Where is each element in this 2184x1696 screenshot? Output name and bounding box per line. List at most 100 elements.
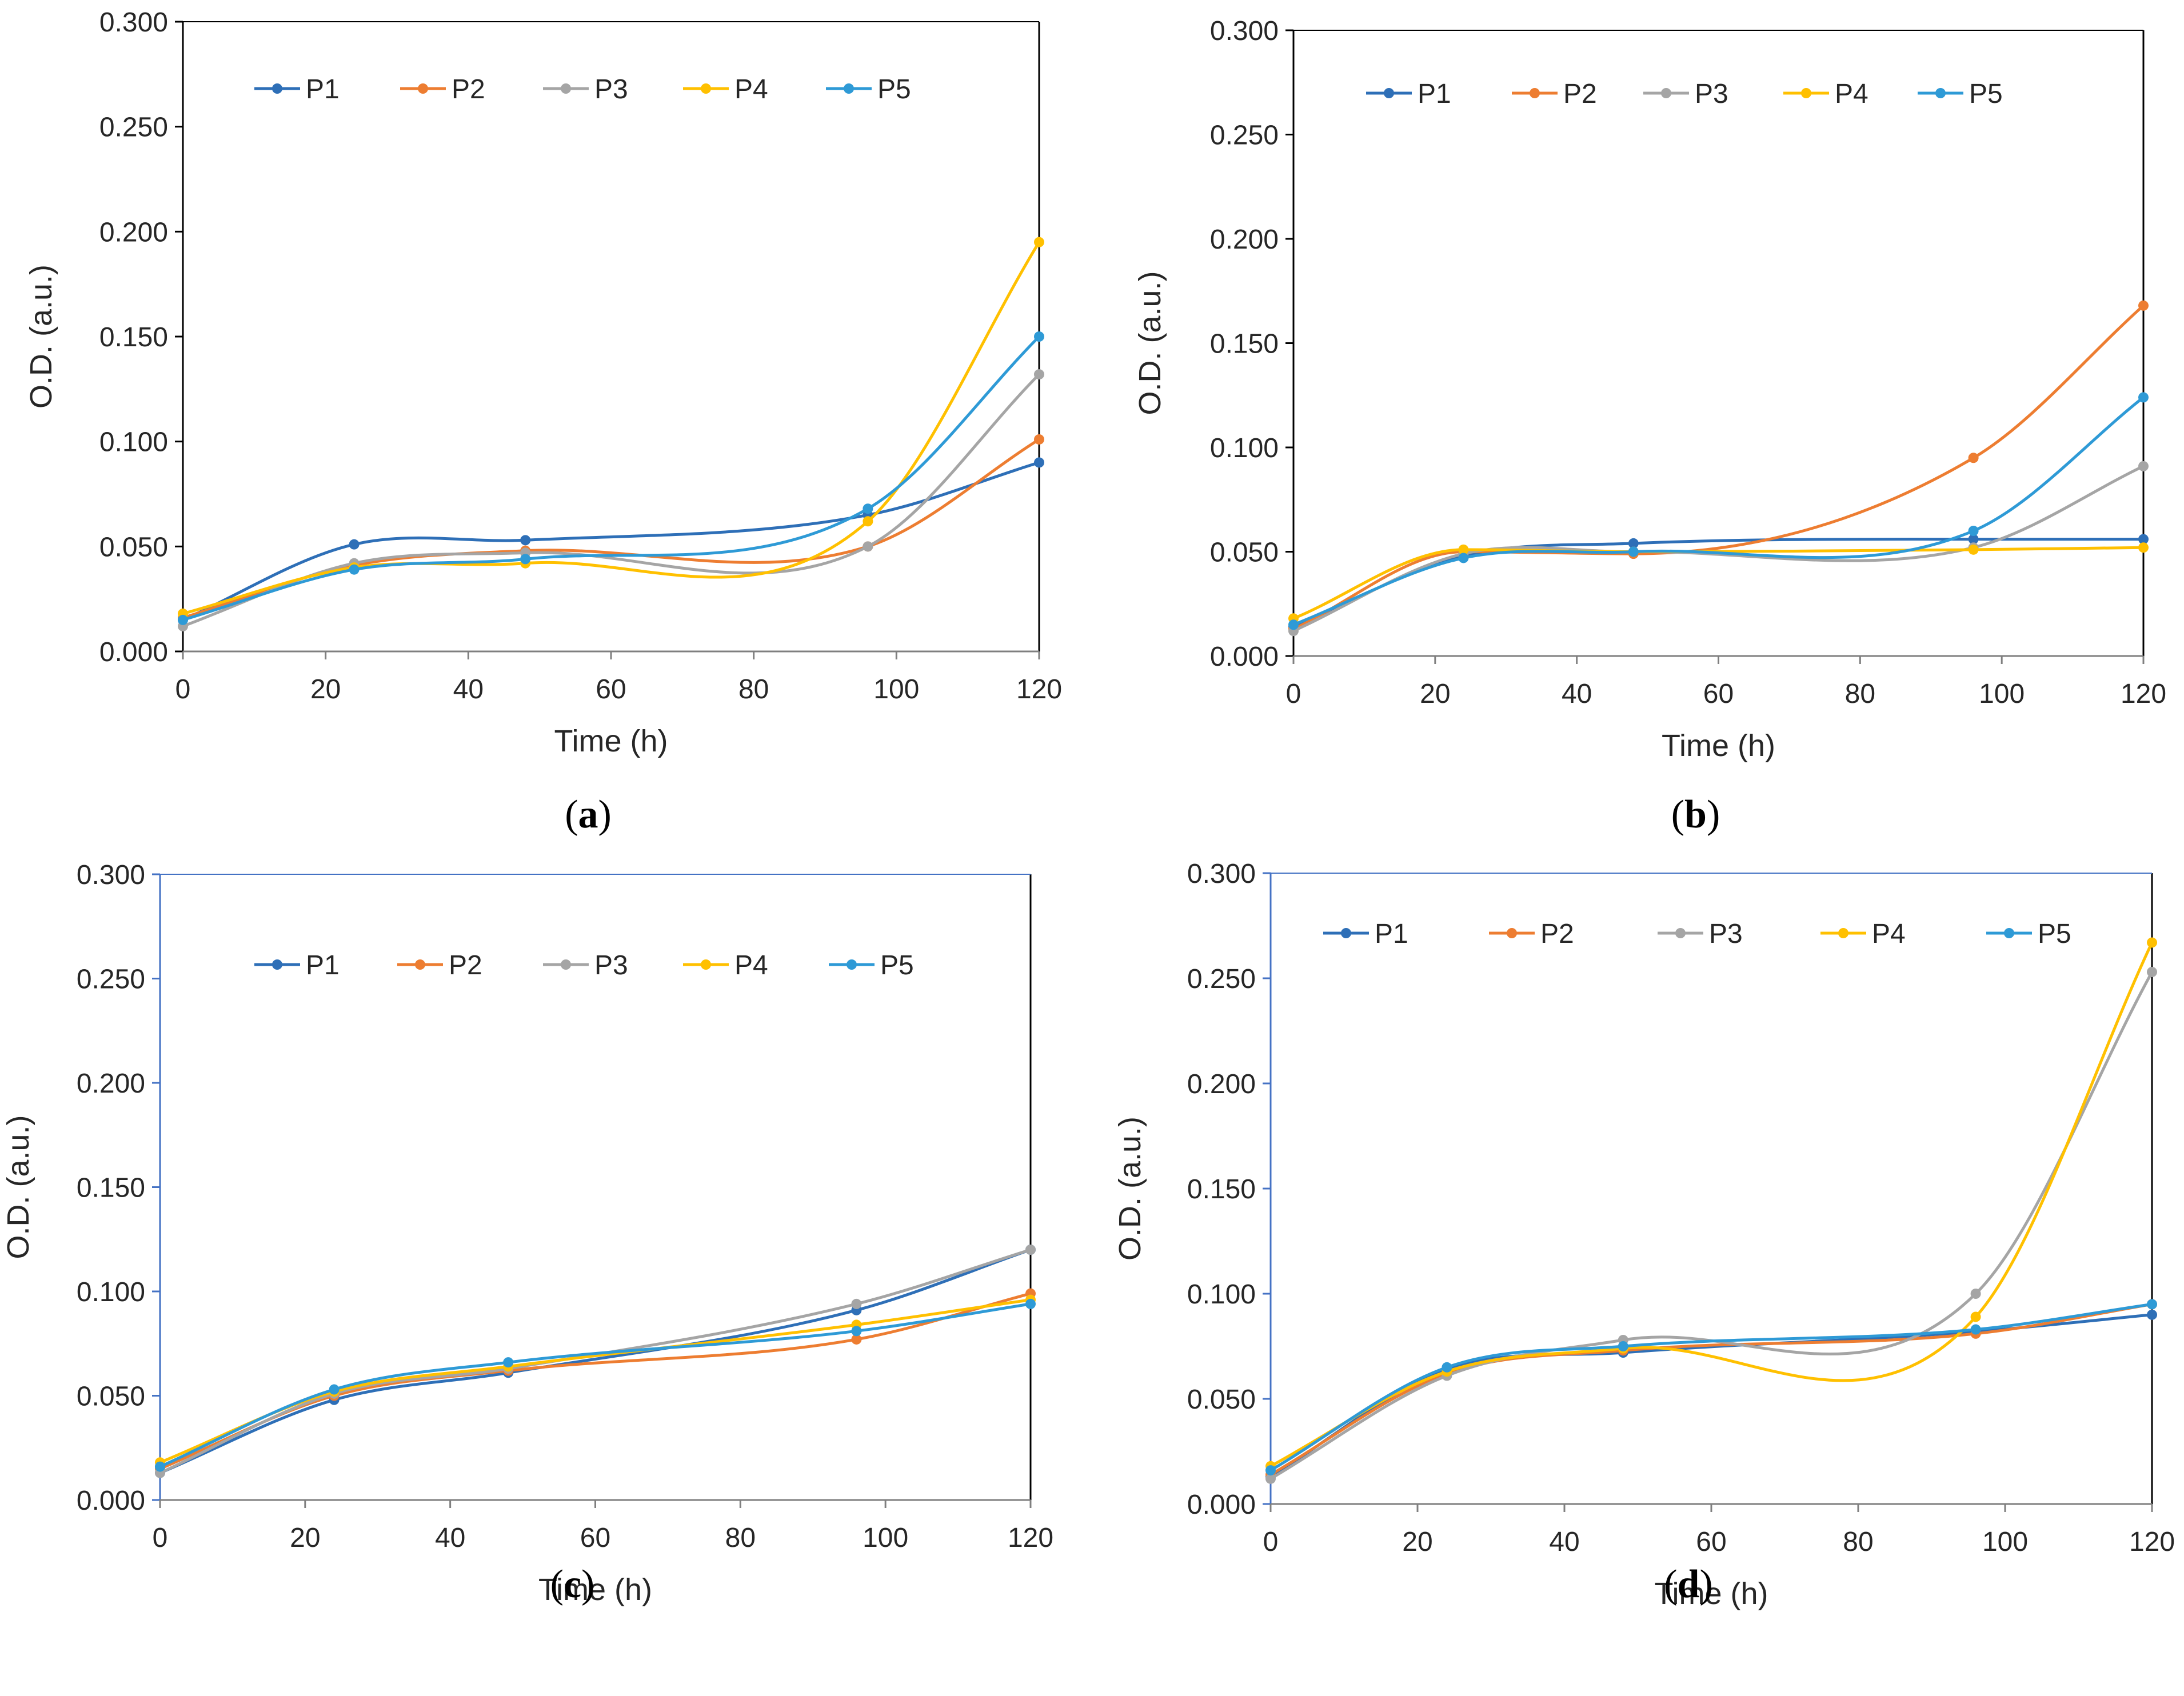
data-point-p2 <box>1968 453 1979 463</box>
y-tick-label: 0.300 <box>99 7 168 38</box>
y-tick-label: 0.300 <box>77 860 145 890</box>
legend-item-p3: P3 <box>1643 79 1728 109</box>
data-point-p1 <box>1968 534 1979 545</box>
legend-swatch-marker <box>1935 88 1946 98</box>
panel-label-close: ) <box>598 793 612 837</box>
x-axis-title: Time (h) <box>1662 729 1775 763</box>
series-line-p2 <box>1292 304 2145 630</box>
y-tick-label: 0.200 <box>1210 225 1279 255</box>
x-tick-label: 100 <box>873 674 919 705</box>
legend-swatch-marker <box>2004 928 2014 938</box>
data-point-p4 <box>1968 544 1979 555</box>
x-tick-label: 20 <box>1420 679 1450 709</box>
legend-item-p2: P2 <box>1512 79 1597 109</box>
legend-item-p1: P1 <box>1323 919 1408 949</box>
y-tick-label: 0.200 <box>77 1069 145 1099</box>
series-line-p3 <box>158 1248 1032 1475</box>
series-line-p5 <box>1269 1302 2154 1472</box>
data-point-p5 <box>1618 1341 1628 1351</box>
legend-swatch-marker <box>1661 88 1671 98</box>
legend-swatch-marker <box>561 83 571 94</box>
legend-label: P1 <box>306 74 340 105</box>
x-tick-label: 60 <box>1696 1527 1726 1557</box>
y-tick-label: 0.100 <box>77 1277 145 1307</box>
series-line-p5 <box>181 335 1041 622</box>
legend-swatch-marker <box>701 959 711 970</box>
y-tick-label: 0.000 <box>1187 1490 1256 1520</box>
y-tick-label: 0.000 <box>1210 642 1279 672</box>
legend-label: P1 <box>306 950 340 981</box>
panel-label-close: ) <box>1707 793 1720 837</box>
x-tick-label: 0 <box>1263 1527 1279 1557</box>
y-tick-label: 0.250 <box>99 113 168 143</box>
x-tick-label: 120 <box>1008 1523 1053 1553</box>
x-tick-label: 120 <box>2121 679 2166 709</box>
x-tick-label: 60 <box>596 674 626 705</box>
x-tick-label: 40 <box>1549 1527 1579 1557</box>
panel-label-close: ) <box>1699 1562 1712 1606</box>
panel-label: (b) <box>1671 793 1720 837</box>
data-point-p5 <box>503 1357 514 1368</box>
y-tick-label: 0.050 <box>1187 1385 1256 1415</box>
data-point-p4 <box>1034 237 1044 247</box>
data-point-p5 <box>1265 1465 1276 1476</box>
y-tick-label: 0.000 <box>99 637 168 667</box>
y-tick-label: 0.250 <box>77 965 145 995</box>
chart-panel-c: 0.000 0.050 0.100 0.150 0.200 0.250 0.300 0 20 40… <box>1 860 1053 1607</box>
x-tick-label: 80 <box>725 1523 756 1553</box>
legend-label: P3 <box>594 950 628 981</box>
data-point-p5 <box>1288 619 1299 630</box>
x-tick-label: 80 <box>738 674 769 705</box>
legend-swatch-marker <box>1507 928 1517 938</box>
legend-label: P1 <box>1418 79 1451 109</box>
data-point-p3 <box>1970 1289 1981 1299</box>
legend-swatch-marker <box>415 959 425 970</box>
x-axis-title: Time (h) <box>1655 1577 1768 1611</box>
y-tick-label: 0.150 <box>99 322 168 353</box>
x-tick-label: 100 <box>863 1523 908 1553</box>
legend-label: P1 <box>1375 919 1408 949</box>
legend-label: P2 <box>1540 919 1574 949</box>
x-axis-title: Time (h) <box>554 724 668 758</box>
legend-label: P5 <box>880 950 914 981</box>
series-line-p4 <box>181 241 1041 615</box>
legend-item-p1: P1 <box>254 950 340 981</box>
legend-label: P3 <box>1709 919 1743 949</box>
data-point-p3 <box>2147 966 2157 977</box>
data-point-p1 <box>2138 534 2149 545</box>
legend-label: P3 <box>594 74 628 105</box>
y-tick-label: 0.050 <box>77 1382 145 1412</box>
series-line-p4 <box>1292 546 2145 620</box>
series-line-p3 <box>181 373 1041 628</box>
x-tick-label: 40 <box>435 1523 465 1553</box>
data-point-p3 <box>2138 461 2149 471</box>
legend-label: P3 <box>1695 79 1728 109</box>
chart-panel-d: 0.000 0.050 0.100 0.150 0.200 0.250 0.300 0 20 40… <box>1113 859 2175 1611</box>
x-tick-label: 0 <box>153 1523 168 1553</box>
data-point-p2 <box>1034 434 1044 445</box>
data-point-p3 <box>1265 1473 1276 1484</box>
legend-label: P5 <box>1969 79 2003 109</box>
data-point-p4 <box>2147 937 2157 948</box>
chart-panel-a: 0.000 0.050 0.100 0.150 0.200 0.250 0.300 0 20 40… <box>24 7 1062 758</box>
legend-item-p3: P3 <box>1658 919 1743 949</box>
legend-swatch-marker <box>1384 88 1394 98</box>
y-tick-label: 0.100 <box>99 427 168 458</box>
legend-item-p3: P3 <box>543 74 628 105</box>
x-tick-label: 100 <box>1982 1527 2028 1557</box>
data-point-p1 <box>1628 538 1639 549</box>
y-tick-label: 0.250 <box>1187 964 1256 994</box>
legend-swatch-marker <box>1530 88 1540 98</box>
legend-item-p5: P5 <box>826 74 911 105</box>
legend-item-p2: P2 <box>397 950 482 981</box>
legend-swatch-marker <box>272 83 282 94</box>
data-point-p3 <box>1034 369 1044 380</box>
legend-item-p4: P4 <box>1820 919 1906 949</box>
data-point-p5 <box>1968 526 1979 536</box>
y-tick-label: 0.100 <box>1187 1279 1256 1310</box>
legend-item-p3: P3 <box>543 950 628 981</box>
x-tick-label: 0 <box>175 674 191 705</box>
data-point-p5 <box>520 554 531 565</box>
panel-label-close: ) <box>581 1562 594 1606</box>
y-tick-label: 0.150 <box>1210 329 1279 359</box>
